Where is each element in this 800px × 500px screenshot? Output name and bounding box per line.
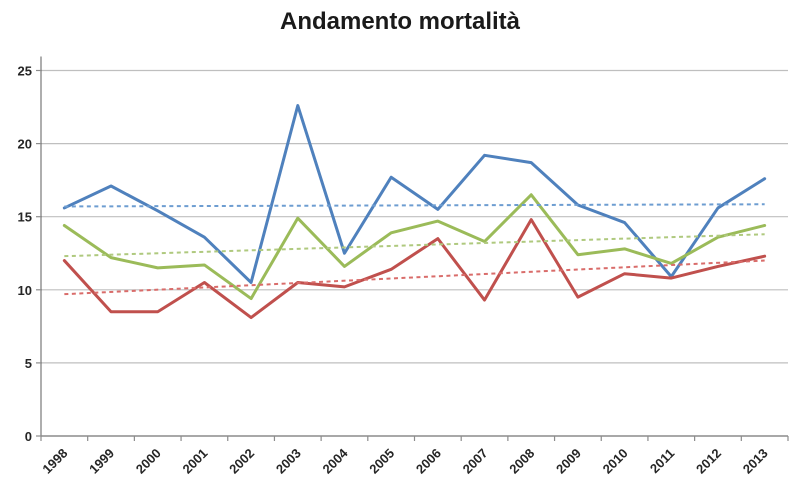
- x-axis-label: 2003: [273, 446, 304, 477]
- x-axis-label: 1998: [39, 446, 70, 477]
- x-axis-label: 2005: [366, 446, 397, 477]
- blue-trendline: [64, 203, 765, 208]
- chart-title: Andamento mortalità: [279, 8, 521, 35]
- x-axis-label: 2002: [226, 446, 257, 477]
- red-line: [62, 218, 767, 320]
- x-axis-label: 1999: [86, 446, 117, 477]
- y-axis-label: 25: [18, 64, 32, 79]
- green-line: [62, 193, 767, 301]
- x-axis-label: 2010: [600, 446, 631, 477]
- y-axis-label: 0: [25, 429, 32, 444]
- x-axis-label: 2004: [320, 445, 352, 477]
- x-axis-label: 2009: [553, 446, 584, 477]
- blue-line: [62, 104, 767, 284]
- y-axis-label: 10: [18, 283, 32, 298]
- x-axis-label: 2001: [179, 446, 210, 477]
- y-axis-label: 20: [18, 137, 32, 152]
- x-axis-label: 2000: [133, 446, 164, 477]
- x-axis-label: 2011: [647, 446, 678, 477]
- x-axis-label: 2013: [740, 446, 771, 477]
- x-axis-label: 2006: [413, 446, 444, 477]
- y-axis-label: 5: [25, 356, 32, 371]
- x-axis-label: 2008: [506, 446, 537, 477]
- x-axis-label: 2007: [460, 446, 491, 477]
- x-axis-label: 2012: [693, 446, 724, 477]
- y-axis-label: 15: [18, 210, 32, 225]
